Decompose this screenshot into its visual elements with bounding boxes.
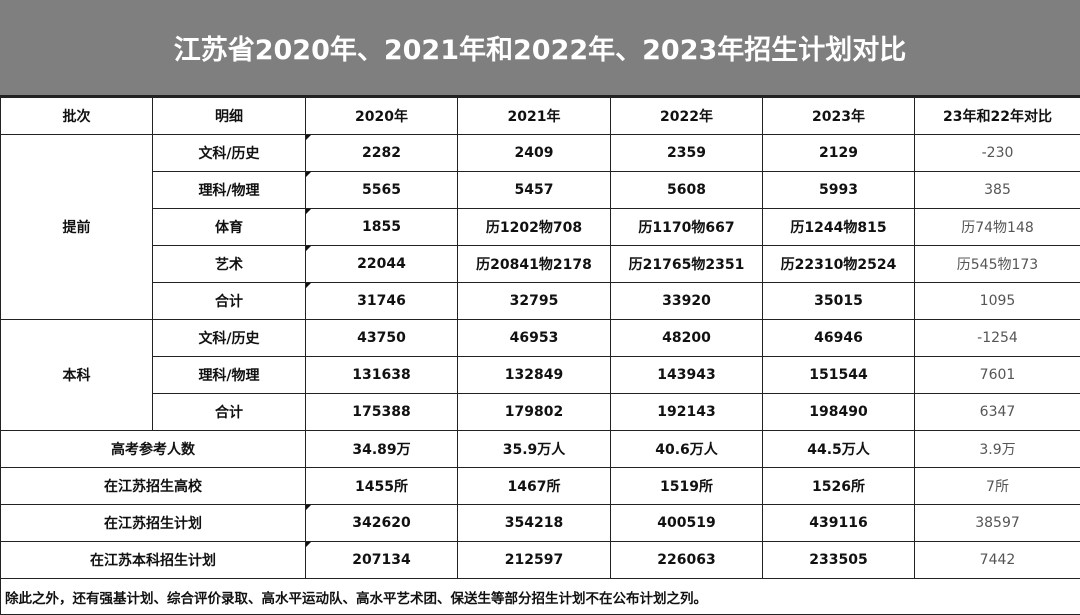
summary-row: 高考参考人数 34.89万 35.9万人 40.6万人 44.5万人 3.9万 — [0, 430, 1080, 468]
detail-cell: 艺术 — [152, 245, 306, 283]
compare-cell: 3.9万 — [914, 430, 1080, 468]
value-cell: 46953 — [457, 319, 611, 357]
compare-cell: -230 — [914, 134, 1080, 172]
value-cell: 342620 — [305, 504, 458, 542]
summary-row: 在江苏本科招生计划 207134 212597 226063 233505 7442 — [0, 541, 1080, 579]
compare-cell: 7601 — [914, 356, 1080, 394]
detail-cell: 合计 — [152, 282, 306, 320]
column-header: 2020年 — [305, 97, 458, 135]
value-cell: 1519所 — [610, 467, 763, 505]
compare-cell: 385 — [914, 171, 1080, 209]
column-header: 明细 — [152, 97, 306, 135]
value-cell: 2282 — [305, 134, 458, 172]
summary-row: 在江苏招生计划 342620 354218 400519 439116 38597 — [0, 504, 1080, 542]
value-cell: 198490 — [762, 393, 915, 431]
value-cell: 354218 — [457, 504, 611, 542]
value-cell: 1467所 — [457, 467, 611, 505]
batch-cell: 本科 — [0, 319, 153, 431]
value-cell: 192143 — [610, 393, 763, 431]
detail-cell: 理科/物理 — [152, 356, 306, 394]
detail-cell: 理科/物理 — [152, 171, 306, 209]
table-title: 江苏省2020年、2021年和2022年、2023年招生计划对比 — [0, 0, 1080, 97]
value-cell: 35015 — [762, 282, 915, 320]
detail-cell: 文科/历史 — [152, 319, 306, 357]
compare-cell: 7所 — [914, 467, 1080, 505]
summary-label: 在江苏招生高校 — [0, 467, 306, 505]
value-cell: 31746 — [305, 282, 458, 320]
value-cell: 5565 — [305, 171, 458, 209]
value-cell: 212597 — [457, 541, 611, 579]
value-cell: 44.5万人 — [762, 430, 915, 468]
compare-cell: 38597 — [914, 504, 1080, 542]
compare-cell: 历74物148 — [914, 208, 1080, 246]
value-cell: 233505 — [762, 541, 915, 579]
table-row: 合计 31746 32795 33920 35015 1095 — [1, 282, 1080, 320]
table-row: 理科/物理 131638 132849 143943 151544 7601 — [1, 356, 1080, 394]
value-cell: 132849 — [457, 356, 611, 394]
detail-cell: 体育 — [152, 208, 306, 246]
value-cell: 35.9万人 — [457, 430, 611, 468]
value-cell: 40.6万人 — [610, 430, 763, 468]
summary-label: 高考参考人数 — [0, 430, 306, 468]
value-cell: 34.89万 — [305, 430, 458, 468]
value-cell: 43750 — [305, 319, 458, 357]
compare-cell: 历545物173 — [914, 245, 1080, 283]
value-cell: 48200 — [610, 319, 763, 357]
value-cell: 历20841物2178 — [457, 245, 611, 283]
value-cell: 5993 — [762, 171, 915, 209]
value-cell: 2359 — [610, 134, 763, 172]
compare-cell: -1254 — [914, 319, 1080, 357]
value-cell: 5457 — [457, 171, 611, 209]
value-cell: 1455所 — [305, 467, 458, 505]
value-cell: 32795 — [457, 282, 611, 320]
batch-cell: 提前 — [0, 134, 153, 320]
compare-cell: 7442 — [914, 541, 1080, 579]
summary-label: 在江苏招生计划 — [0, 504, 306, 542]
value-cell: 175388 — [305, 393, 458, 431]
table-row: 本科 文科/历史 43750 46953 48200 46946 -1254 — [0, 319, 1080, 431]
value-cell: 46946 — [762, 319, 915, 357]
value-cell: 1855 — [305, 208, 458, 246]
column-header: 2022年 — [610, 97, 763, 135]
enrollment-table: 批次 明细 2020年 2021年 2022年 2023年 23年和22年对比 提前 文科/历史… — [0, 97, 1080, 615]
table-row: 理科/物理 5565 5457 5608 5993 385 — [1, 171, 1080, 209]
note-row: 除此之外，还有强基计划、综合评价录取、高水平运动队、高水平艺术团、保送生等部分招… — [0, 578, 1080, 615]
column-header: 批次 — [0, 97, 153, 135]
value-cell: 历21765物2351 — [610, 245, 763, 283]
value-cell: 22044 — [305, 245, 458, 283]
header-row: 批次 明细 2020年 2021年 2022年 2023年 23年和22年对比 — [0, 97, 1080, 135]
value-cell: 131638 — [305, 356, 458, 394]
detail-cell: 合计 — [152, 393, 306, 431]
value-cell: 历22310物2524 — [762, 245, 915, 283]
value-cell: 143943 — [610, 356, 763, 394]
value-cell: 历1202物708 — [457, 208, 611, 246]
value-cell: 2409 — [457, 134, 611, 172]
value-cell: 历1244物815 — [762, 208, 915, 246]
value-cell: 33920 — [610, 282, 763, 320]
table-row: 提前 文科/历史 2282 2409 2359 2129 -230 — [0, 134, 1080, 320]
value-cell: 5608 — [610, 171, 763, 209]
footnote: 除此之外，还有强基计划、综合评价录取、高水平运动队、高水平艺术团、保送生等部分招… — [0, 578, 1080, 615]
compare-cell: 1095 — [914, 282, 1080, 320]
value-cell: 207134 — [305, 541, 458, 579]
compare-cell: 6347 — [914, 393, 1080, 431]
column-header: 2023年 — [762, 97, 915, 135]
table-row: 体育 1855 历1202物708 历1170物667 历1244物815 历74物148 — [1, 208, 1080, 246]
value-cell: 400519 — [610, 504, 763, 542]
value-cell: 179802 — [457, 393, 611, 431]
value-cell: 2129 — [762, 134, 915, 172]
column-header: 2021年 — [457, 97, 611, 135]
value-cell: 1526所 — [762, 467, 915, 505]
value-cell: 226063 — [610, 541, 763, 579]
table-row: 艺术 22044 历20841物2178 历21765物2351 历22310物2524… — [1, 245, 1080, 283]
value-cell: 439116 — [762, 504, 915, 542]
detail-cell: 文科/历史 — [152, 134, 306, 172]
summary-row: 在江苏招生高校 1455所 1467所 1519所 1526所 7所 — [0, 467, 1080, 505]
table-row: 合计 175388 179802 192143 198490 6347 — [1, 393, 1080, 431]
column-header: 23年和22年对比 — [914, 97, 1080, 135]
value-cell: 历1170物667 — [610, 208, 763, 246]
value-cell: 151544 — [762, 356, 915, 394]
summary-label: 在江苏本科招生计划 — [0, 541, 306, 579]
